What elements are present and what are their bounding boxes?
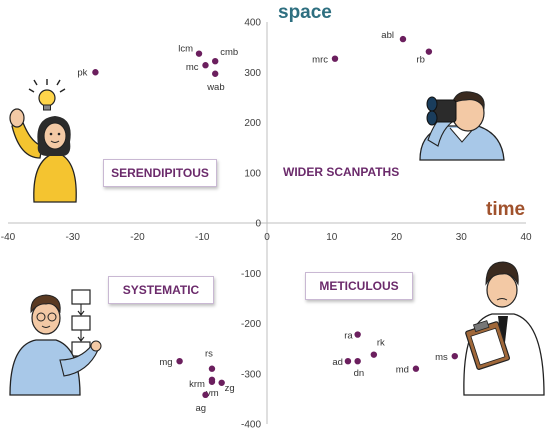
data-point-wab <box>212 70 219 77</box>
y-tick-label: -100 <box>241 269 261 280</box>
quadrant-label-wider-scanpaths: WIDER SCANPATHS <box>283 165 400 179</box>
x-tick-label: -30 <box>66 232 81 243</box>
data-label-rb: rb <box>416 55 424 66</box>
data-point-dn <box>354 357 361 365</box>
quadrant-label-systematic: SYSTEMATIC <box>108 276 214 304</box>
data-point-lcm <box>195 50 203 57</box>
data-label-dn: dn <box>354 368 365 379</box>
y-tick-label: -300 <box>241 369 261 380</box>
data-label-ms: ms <box>435 352 448 363</box>
x-tick-label: -10 <box>195 232 210 243</box>
x-tick-label: 40 <box>520 232 532 243</box>
data-label-cmb: cmb <box>220 47 238 58</box>
y-tick-label: 200 <box>244 118 261 129</box>
data-point-ra <box>354 331 361 338</box>
data-point-ag <box>202 391 209 399</box>
y-tick-label: 400 <box>244 18 261 29</box>
data-point-rs <box>208 365 216 372</box>
data-label-md: md <box>396 365 409 376</box>
data-label-mc: mc <box>186 62 199 73</box>
y-tick-label: 100 <box>244 168 261 179</box>
data-label-ad: ad <box>332 357 343 368</box>
y-tick-label: -200 <box>241 319 261 330</box>
data-point-mrc <box>331 55 339 62</box>
data-label-rk: rk <box>377 338 385 349</box>
data-label-vm: vm <box>206 388 219 399</box>
data-label-abl: abl <box>381 30 394 41</box>
data-label-krm: krm <box>189 379 205 390</box>
data-point-zg <box>218 379 225 386</box>
y-tick-label: 0 <box>255 219 261 230</box>
x-tick-label: 20 <box>391 232 403 243</box>
data-point-mg <box>176 357 183 365</box>
data-point-vm <box>208 378 216 385</box>
data-point-rk <box>370 351 378 358</box>
person-with-binoculars-icon <box>419 91 505 161</box>
data-label-pk: pk <box>77 67 87 78</box>
x-tick-label: -40 <box>1 232 16 243</box>
person-with-clipboard-icon <box>463 261 545 396</box>
data-label-wab: wab <box>206 82 224 93</box>
data-label-mg: mg <box>159 357 172 368</box>
data-label-mrc: mrc <box>312 55 328 66</box>
axes <box>8 22 526 424</box>
data-label-ra: ra <box>344 331 353 342</box>
y-tick-label: 300 <box>244 68 261 79</box>
data-point-ad <box>344 357 352 365</box>
y-axis-title: space <box>278 2 332 23</box>
quadrant-label-meticulous: METICULOUS <box>305 272 413 300</box>
data-label-rs: rs <box>205 349 213 360</box>
data-label-zg: zg <box>225 383 235 394</box>
y-tick-label: -400 <box>241 420 261 431</box>
x-axis-title: time <box>486 199 525 220</box>
data-point-mc <box>202 62 209 69</box>
x-tick-label: -20 <box>130 232 145 243</box>
data-point-ms <box>451 352 458 360</box>
quadrant-label-serendipitous: SERENDIPITOUS <box>103 159 217 187</box>
data-point-md <box>412 365 420 372</box>
x-tick-label: 0 <box>264 232 270 243</box>
data-point-pk <box>92 69 99 76</box>
person-with-flowchart-icon <box>9 289 102 396</box>
x-tick-label: 10 <box>326 232 338 243</box>
data-point-cmb <box>212 57 219 65</box>
person-with-lightbulb-icon <box>9 79 77 203</box>
data-label-lcm: lcm <box>178 44 193 55</box>
data-point-abl <box>399 35 407 43</box>
data-point-rb <box>425 48 433 55</box>
x-tick-label: 30 <box>456 232 468 243</box>
data-label-ag: ag <box>195 403 206 414</box>
